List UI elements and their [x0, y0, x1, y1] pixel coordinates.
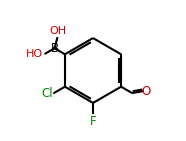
- Text: Cl: Cl: [41, 87, 53, 100]
- Text: F: F: [90, 115, 96, 128]
- Text: B: B: [50, 42, 59, 55]
- Text: HO: HO: [26, 49, 43, 59]
- Text: O: O: [141, 85, 151, 98]
- Text: OH: OH: [49, 26, 67, 36]
